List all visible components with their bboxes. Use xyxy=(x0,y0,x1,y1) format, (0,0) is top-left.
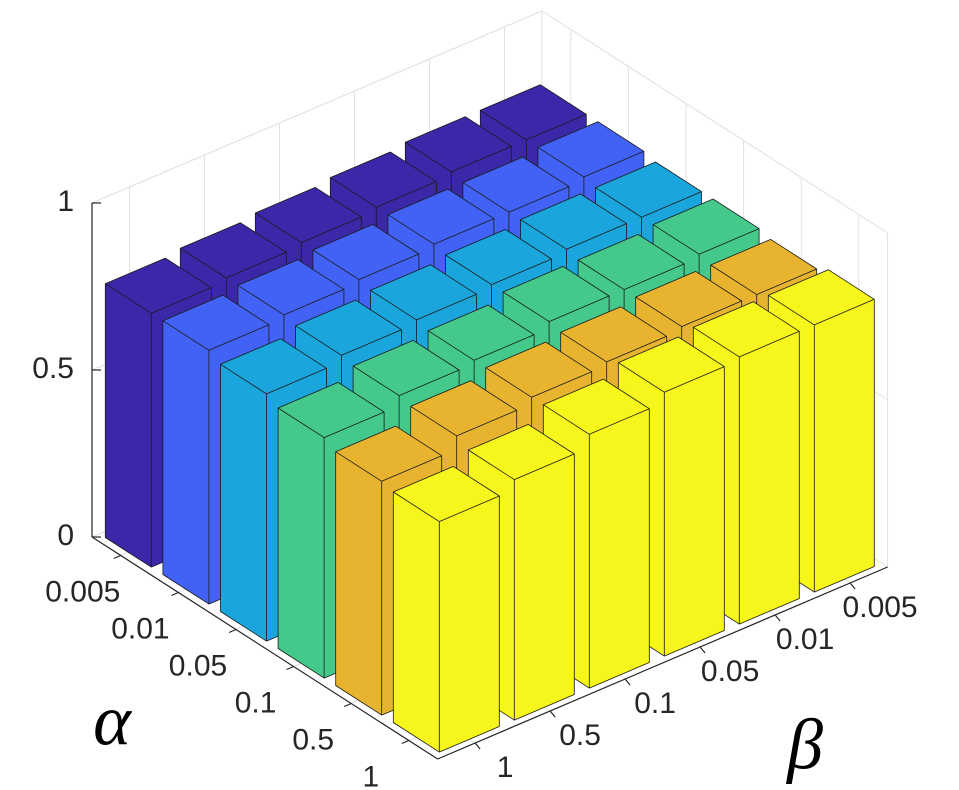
alpha-tick-label: 0.005 xyxy=(45,575,120,608)
alpha-tick-label: 1 xyxy=(362,760,379,790)
beta-tick-label: 0.5 xyxy=(559,719,601,752)
z-tick-label: 1 xyxy=(57,185,74,218)
alpha-tick xyxy=(113,554,122,560)
beta-axis-title: β xyxy=(785,705,823,785)
z-tick-label: 0 xyxy=(57,519,74,552)
alpha-tick xyxy=(401,739,410,745)
beta-tick xyxy=(774,614,781,622)
alpha-axis xyxy=(91,536,438,760)
beta-tick-label: 0.1 xyxy=(634,687,676,720)
beta-tick-label: 0.01 xyxy=(776,623,834,656)
beta-tick-label: 0.05 xyxy=(701,655,759,688)
alpha-tick-label: 0.1 xyxy=(235,686,277,719)
alpha-tick-label: 0.01 xyxy=(111,612,169,645)
beta-tick-label: 0.005 xyxy=(843,591,918,624)
z-tick-label: 0.5 xyxy=(32,352,74,385)
alpha-tick-label: 0.05 xyxy=(169,649,227,682)
beta-tick xyxy=(624,678,631,686)
beta-axis xyxy=(437,566,888,760)
alpha-tick xyxy=(286,665,294,671)
bar xyxy=(392,466,500,753)
beta-tick xyxy=(699,646,706,654)
beta-tick xyxy=(474,742,481,750)
alpha-tick xyxy=(343,702,352,708)
alpha-tick xyxy=(228,628,237,634)
beta-tick xyxy=(549,710,556,718)
alpha-tick xyxy=(171,591,179,597)
alpha-axis-title: α xyxy=(93,681,132,761)
alpha-tick-label: 0.5 xyxy=(292,723,334,756)
beta-tick xyxy=(849,582,856,590)
beta-tick-label: 1 xyxy=(497,751,514,784)
grid-line xyxy=(91,10,543,204)
grid-line xyxy=(541,10,888,234)
